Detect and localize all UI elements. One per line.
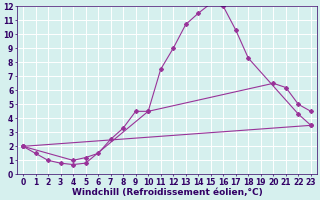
X-axis label: Windchill (Refroidissement éolien,°C): Windchill (Refroidissement éolien,°C): [72, 188, 262, 197]
